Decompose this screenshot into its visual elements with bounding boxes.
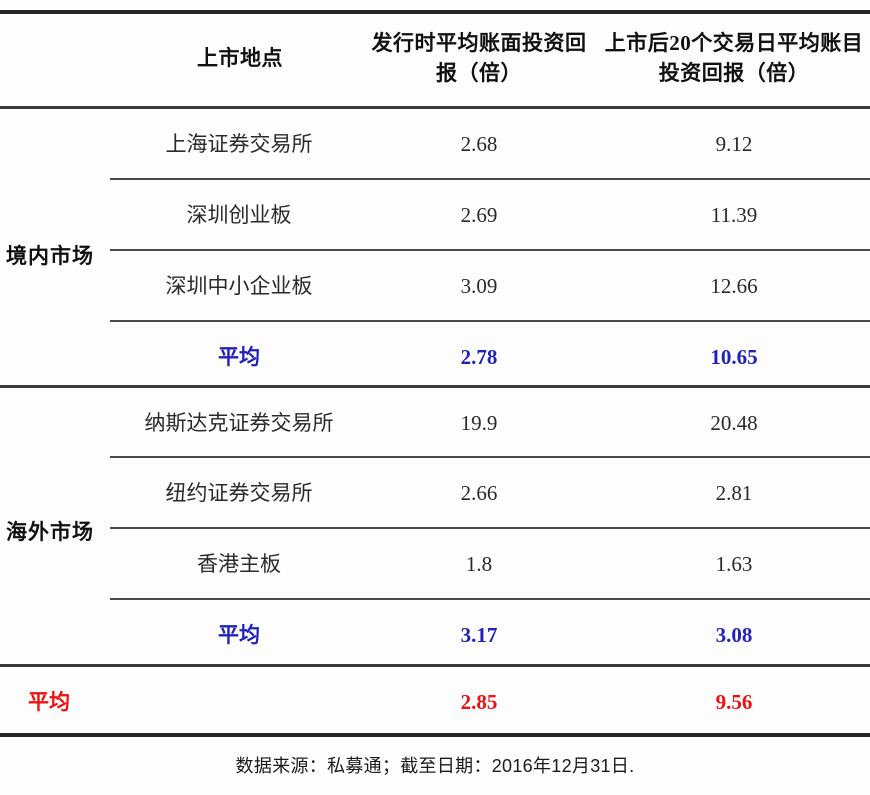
table-row: 上海证券交易所 2.68 9.12: [0, 109, 870, 179]
row-label: 纳斯达克证券交易所: [144, 411, 334, 435]
row-value-book-return: 2.78: [460, 345, 498, 369]
header-bottom-rule: [0, 106, 870, 109]
row-label: 香港主板: [197, 552, 281, 576]
table-row: 深圳创业板 2.69 11.39: [0, 180, 870, 250]
row-value-20day-return: 9.56: [715, 690, 753, 714]
table-row: 香港主板 1.8 1.63: [0, 529, 870, 599]
table-top-border: [0, 10, 870, 14]
row-label: 平均: [218, 345, 260, 369]
total-divider: [0, 664, 870, 667]
table-row: 深圳中小企业板 3.09 12.66: [0, 251, 870, 321]
group-divider: [0, 385, 870, 388]
row-value-book-return: 3.17: [460, 623, 498, 647]
row-value-20day-return: 11.39: [710, 203, 758, 227]
source-footnote: 数据来源：私募通；截至日期：2016年12月31日.: [235, 756, 635, 776]
table-row: 纽约证券交易所 2.66 2.81: [0, 458, 870, 528]
row-value-book-return: 2.85: [460, 690, 498, 714]
row-value-20day-return: 20.48: [710, 411, 758, 435]
row-value-book-return: 2.66: [460, 481, 498, 505]
row-value-book-return: 3.09: [460, 274, 498, 298]
row-label: 深圳中小企业板: [165, 274, 313, 298]
column-header-20day-return: 上市后20个交易日平均账目投资回报（倍）: [604, 31, 864, 85]
row-divider: [110, 320, 870, 322]
row-divider: [110, 598, 870, 600]
row-value-20day-return: 2.81: [715, 481, 753, 505]
row-value-20day-return: 10.65: [710, 345, 758, 369]
column-header-location: 上市地点: [197, 46, 283, 70]
row-value-book-return: 1.8: [465, 552, 493, 576]
row-divider: [110, 249, 870, 251]
row-value-20day-return: 12.66: [710, 274, 758, 298]
row-value-book-return: 2.69: [460, 203, 498, 227]
group-label-domestic: 境内市场: [6, 244, 94, 268]
row-label: 深圳创业板: [186, 203, 292, 227]
row-value-book-return: 2.68: [460, 132, 498, 156]
row-value-20day-return: 9.12: [715, 132, 753, 156]
group-average-row-overseas: 平均 3.17 3.08: [0, 600, 870, 670]
group-label-overseas: 海外市场: [6, 520, 94, 544]
column-header-book-return: 发行时平均账面投资回报（倍）: [371, 31, 587, 85]
row-value-20day-return: 1.63: [715, 552, 753, 576]
row-label: 平均: [218, 623, 260, 647]
row-label: 纽约证券交易所: [165, 481, 313, 505]
group-average-row-domestic: 平均 2.78 10.65: [0, 322, 870, 392]
row-value-20day-return: 3.08: [715, 623, 753, 647]
row-value-book-return: 19.9: [460, 411, 498, 435]
row-divider: [110, 456, 870, 458]
overall-average-row: 平均 2.85 9.56: [0, 667, 870, 737]
row-label: 平均: [28, 690, 70, 714]
row-divider: [110, 527, 870, 529]
row-label: 上海证券交易所: [165, 132, 313, 156]
row-divider: [110, 178, 870, 180]
table-bottom-border: [0, 733, 870, 737]
table-row: 纳斯达克证券交易所 19.9 20.48: [0, 388, 870, 458]
